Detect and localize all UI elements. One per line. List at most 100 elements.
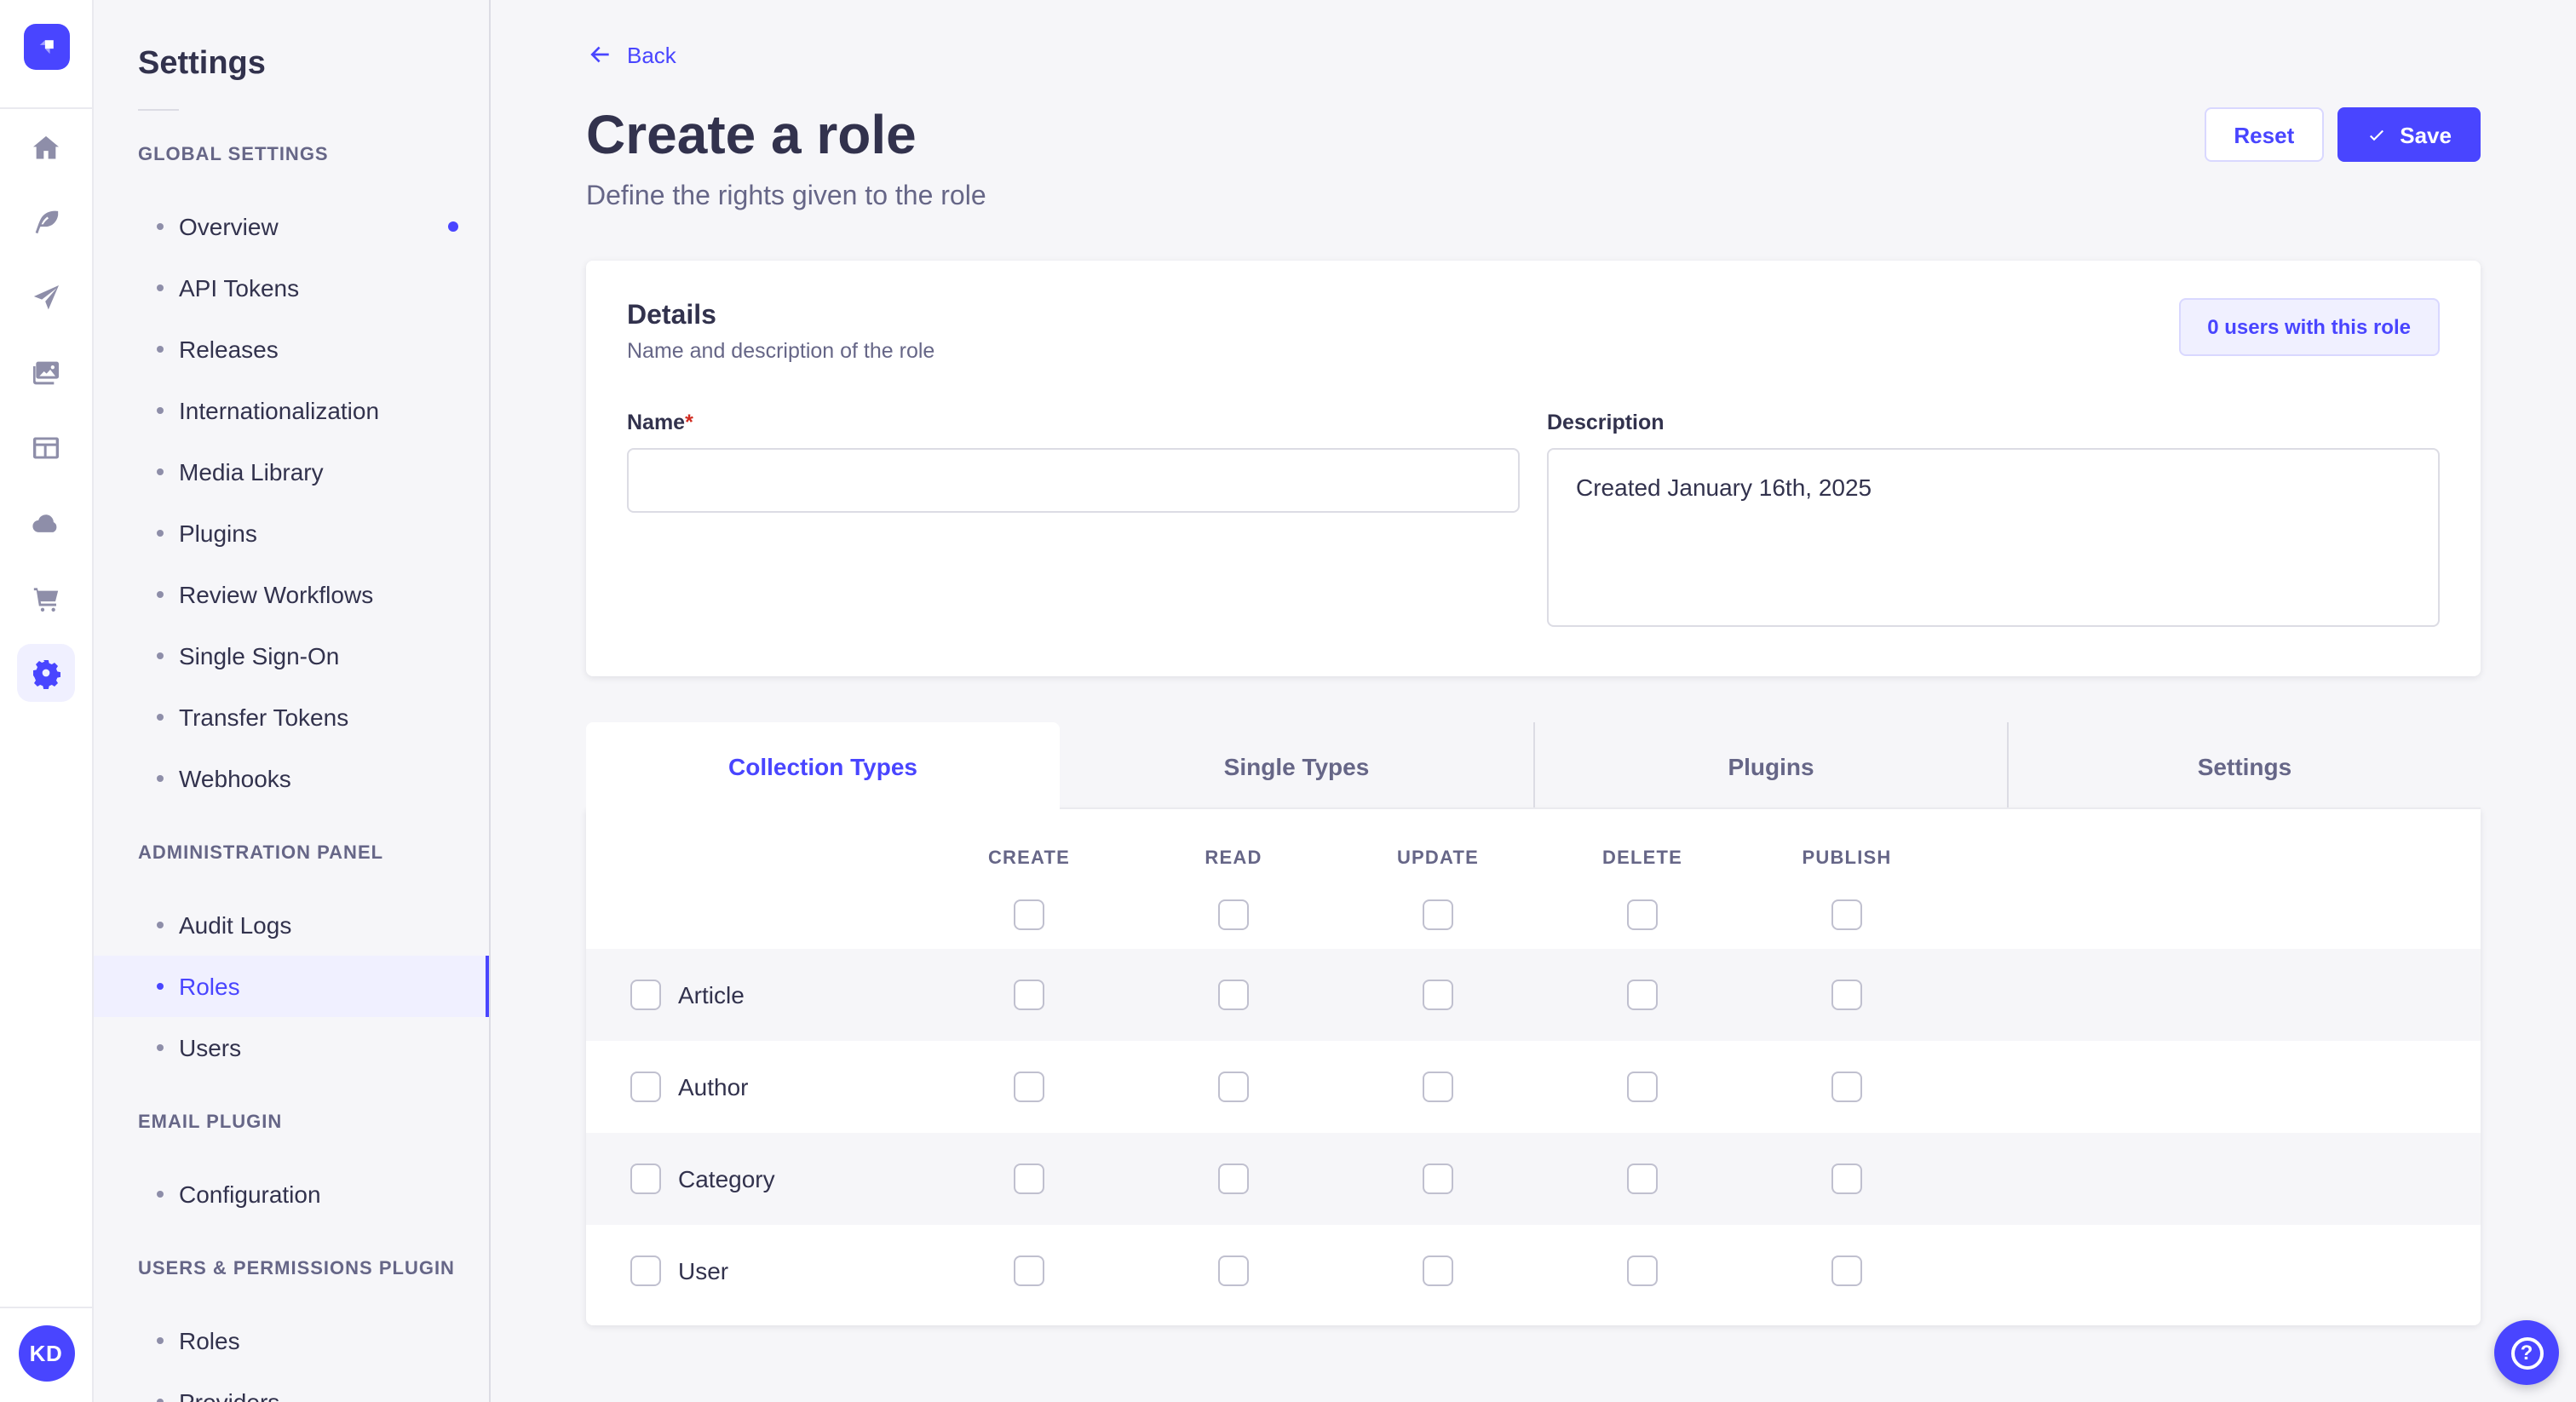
checkbox-category-read[interactable]	[1218, 1164, 1249, 1194]
paper-plane-icon	[33, 285, 59, 310]
main-content: Back Create a role Define the rights giv…	[491, 0, 2576, 1402]
nav-marketplace-button[interactable]	[17, 569, 75, 627]
checkbox-user-publish[interactable]	[1831, 1255, 1862, 1286]
subnav-item-api-tokens[interactable]: API Tokens	[94, 257, 489, 319]
cloud-icon	[32, 514, 57, 532]
select-all-delete-checkbox[interactable]	[1627, 899, 1658, 930]
checkbox-category-delete[interactable]	[1627, 1164, 1658, 1194]
user-avatar[interactable]: KD	[18, 1325, 74, 1382]
column-header-publish: PUBLISH	[1802, 848, 1892, 869]
checkbox-category-create[interactable]	[1014, 1164, 1044, 1194]
subnav-title: Settings	[138, 46, 266, 82]
checkbox-article-read[interactable]	[1218, 980, 1249, 1010]
nav-deploy-button[interactable]	[17, 494, 75, 552]
checkbox-user-delete[interactable]	[1627, 1255, 1658, 1286]
checkbox-article-publish[interactable]	[1831, 980, 1862, 1010]
tab-collection-types[interactable]: Collection Types	[586, 722, 1060, 809]
nav-media-button[interactable]	[17, 344, 75, 402]
rail-divider	[0, 107, 93, 109]
strapi-logo-button[interactable]	[23, 24, 69, 70]
save-button[interactable]: Save	[2337, 107, 2481, 162]
fields-row: Name* Description Created January 16th, …	[627, 407, 2440, 635]
checkbox-article-create[interactable]	[1014, 980, 1044, 1010]
nav-content-type-builder-button[interactable]	[17, 419, 75, 477]
select-all-row	[586, 881, 2481, 949]
tab-plugins[interactable]: Plugins	[1533, 722, 2007, 809]
subnav-item-review-workflows[interactable]: Review Workflows	[94, 564, 489, 625]
select-all-publish-checkbox[interactable]	[1831, 899, 1862, 930]
rail-nav	[17, 119, 75, 719]
checkbox-author-create[interactable]	[1014, 1072, 1044, 1102]
subnav-item-releases[interactable]: Releases	[94, 319, 489, 380]
column-header-update: UPDATE	[1396, 848, 1479, 869]
column-header-create: CREATE	[987, 848, 1070, 869]
subnav-item-users[interactable]: Users	[94, 1017, 489, 1078]
checkbox-user-read[interactable]	[1218, 1255, 1249, 1286]
checkbox-author-delete[interactable]	[1627, 1072, 1658, 1102]
checkbox-article-all[interactable]	[630, 980, 661, 1010]
tab-settings[interactable]: Settings	[2007, 722, 2481, 809]
checkbox-author-read[interactable]	[1218, 1072, 1249, 1102]
media-icon	[33, 361, 59, 385]
checkbox-user-create[interactable]	[1014, 1255, 1044, 1286]
reset-button[interactable]: Reset	[2205, 107, 2324, 162]
checkbox-category-all[interactable]	[630, 1164, 661, 1194]
nav-release-button[interactable]	[17, 269, 75, 327]
subnav-item-roles-up[interactable]: Roles	[94, 1310, 489, 1371]
subnav-item-internationalization[interactable]: Internationalization	[94, 380, 489, 441]
layout-icon	[33, 437, 59, 459]
description-field-group: Description Created January 16th, 2025	[1547, 407, 2440, 635]
section-label: ADMINISTRATION PANEL	[138, 843, 384, 864]
subnav-item-providers[interactable]: Providers	[94, 1371, 489, 1402]
details-card: Details Name and description of the role…	[586, 261, 2481, 676]
select-all-create-checkbox[interactable]	[1014, 899, 1044, 930]
subnav-item-transfer-tokens[interactable]: Transfer Tokens	[94, 687, 489, 748]
subnav-item-configuration[interactable]: Configuration	[94, 1164, 489, 1225]
name-input[interactable]	[627, 448, 1520, 513]
nav-content-button[interactable]	[17, 194, 75, 252]
back-link[interactable]: Back	[586, 41, 676, 68]
subnav-item-webhooks[interactable]: Webhooks	[94, 748, 489, 809]
tab-bar: Collection Types Single Types Plugins Se…	[586, 722, 2481, 809]
column-header-delete: DELETE	[1602, 848, 1682, 869]
subnav-item-audit-logs[interactable]: Audit Logs	[94, 894, 489, 956]
nav-settings-button[interactable]	[17, 644, 75, 702]
tab-single-types[interactable]: Single Types	[1060, 722, 1533, 809]
row-label: Author	[678, 1073, 749, 1100]
help-button[interactable]: ?	[2494, 1320, 2559, 1385]
users-with-role-button[interactable]: 0 users with this role	[2178, 298, 2440, 356]
bullet-dot	[157, 1399, 164, 1402]
subnav-item-media-library[interactable]: Media Library	[94, 441, 489, 503]
subnav-item-single-sign-on[interactable]: Single Sign-On	[94, 625, 489, 687]
checkbox-author-all[interactable]	[630, 1072, 661, 1102]
settings-subnav: Settings GLOBAL SETTINGS Overview API To…	[94, 0, 491, 1402]
bullet-dot	[157, 1337, 164, 1344]
subnav-item-overview[interactable]: Overview	[94, 196, 489, 257]
description-textarea[interactable]: Created January 16th, 2025	[1547, 448, 2440, 627]
description-label: Description	[1547, 411, 1665, 434]
permissions-panel: Collection Types Single Types Plugins Se…	[586, 722, 2481, 1325]
title-row: Create a role Define the rights given to…	[586, 101, 2481, 213]
checkbox-user-update[interactable]	[1423, 1255, 1453, 1286]
checkbox-user-all[interactable]	[630, 1255, 661, 1286]
bullet-dot	[157, 468, 164, 475]
subnav-item-roles-admin[interactable]: Roles	[94, 956, 489, 1017]
nav-home-button[interactable]	[17, 119, 75, 177]
name-field-group: Name*	[627, 407, 1520, 635]
column-header-read: READ	[1205, 848, 1262, 869]
subnav-item-plugins[interactable]: Plugins	[94, 503, 489, 564]
arrow-left-icon	[590, 46, 609, 63]
section-label: GLOBAL SETTINGS	[138, 145, 329, 165]
checkbox-author-update[interactable]	[1423, 1072, 1453, 1102]
bullet-dot	[157, 922, 164, 928]
section-users-permissions-plugin: USERS & PERMISSIONS PLUGIN Roles Provide…	[94, 1255, 489, 1402]
section-administration-panel: ADMINISTRATION PANEL Audit Logs Roles Us…	[94, 840, 489, 1078]
checkbox-category-publish[interactable]	[1831, 1164, 1862, 1194]
checkbox-author-publish[interactable]	[1831, 1072, 1862, 1102]
checkbox-article-update[interactable]	[1423, 980, 1453, 1010]
checkbox-article-delete[interactable]	[1627, 980, 1658, 1010]
checkbox-category-update[interactable]	[1423, 1164, 1453, 1194]
select-all-update-checkbox[interactable]	[1423, 899, 1453, 930]
select-all-read-checkbox[interactable]	[1218, 899, 1249, 930]
